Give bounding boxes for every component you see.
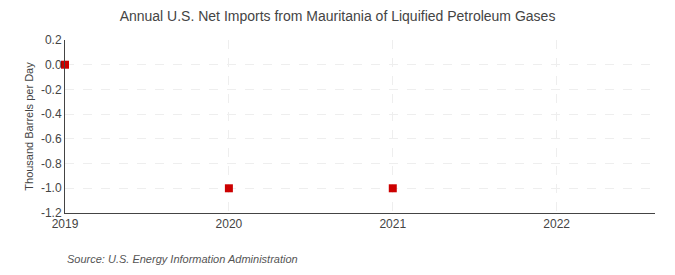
- svg-text:2021: 2021: [379, 217, 406, 231]
- svg-text:-1.2: -1.2: [41, 206, 62, 220]
- svg-text:0.0: 0.0: [45, 58, 62, 72]
- svg-text:-0.4: -0.4: [41, 107, 62, 121]
- svg-text:Source: U.S. Energy Informatio: Source: U.S. Energy Information Administ…: [67, 253, 298, 265]
- svg-text:Annual U.S. Net Imports from M: Annual U.S. Net Imports from Mauritania …: [120, 8, 556, 24]
- svg-text:-0.6: -0.6: [41, 132, 62, 146]
- svg-text:-1.0: -1.0: [41, 181, 62, 195]
- svg-text:2022: 2022: [543, 217, 570, 231]
- svg-text:-0.8: -0.8: [41, 157, 62, 171]
- svg-text:2020: 2020: [216, 217, 243, 231]
- svg-text:Thousand Barrels per Day: Thousand Barrels per Day: [23, 62, 35, 191]
- svg-text:2019: 2019: [52, 217, 79, 231]
- svg-text:0.2: 0.2: [45, 33, 62, 47]
- svg-text:-0.2: -0.2: [41, 83, 62, 97]
